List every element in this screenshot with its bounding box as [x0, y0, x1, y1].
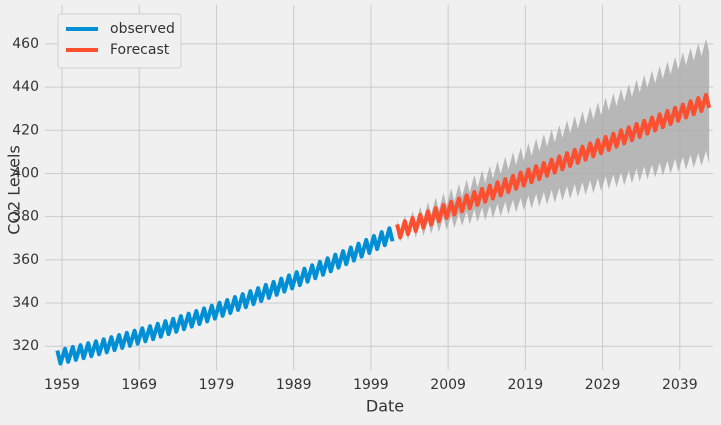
axes: 320 340 360 380 400 420 440 460 1959 1969 1979 1989…	[12, 36, 697, 393]
x-tick-label: 2019	[508, 377, 544, 393]
y-tick-label: 400	[12, 165, 39, 181]
y-axis-label: CO2 Levels	[5, 145, 24, 235]
legend: observed Forecast	[57, 13, 182, 69]
y-tick-label: 380	[12, 209, 39, 225]
x-tick-label: 2039	[662, 377, 698, 393]
legend-label: Forecast	[110, 42, 170, 58]
x-tick-label: 2009	[430, 377, 466, 393]
x-tick-label: 1959	[44, 377, 80, 393]
y-tick-label: 460	[12, 36, 39, 52]
x-tick-label: 1989	[276, 377, 312, 393]
series-line	[395, 92, 712, 240]
plot-area	[55, 38, 712, 366]
y-tick-label: 320	[12, 338, 39, 354]
x-tick-label: 1999	[353, 377, 389, 393]
legend-label: observed	[110, 21, 175, 37]
x-tick-label: 1979	[199, 377, 235, 393]
x-tick-label: 1969	[121, 377, 157, 393]
y-tick-label: 440	[12, 79, 39, 95]
series-line	[55, 226, 395, 366]
y-tick-label: 420	[12, 122, 39, 138]
x-axis-label: Date	[366, 397, 404, 416]
y-tick-label: 340	[12, 295, 39, 311]
y-tick-label: 360	[12, 252, 39, 268]
x-tick-label: 2029	[585, 377, 621, 393]
